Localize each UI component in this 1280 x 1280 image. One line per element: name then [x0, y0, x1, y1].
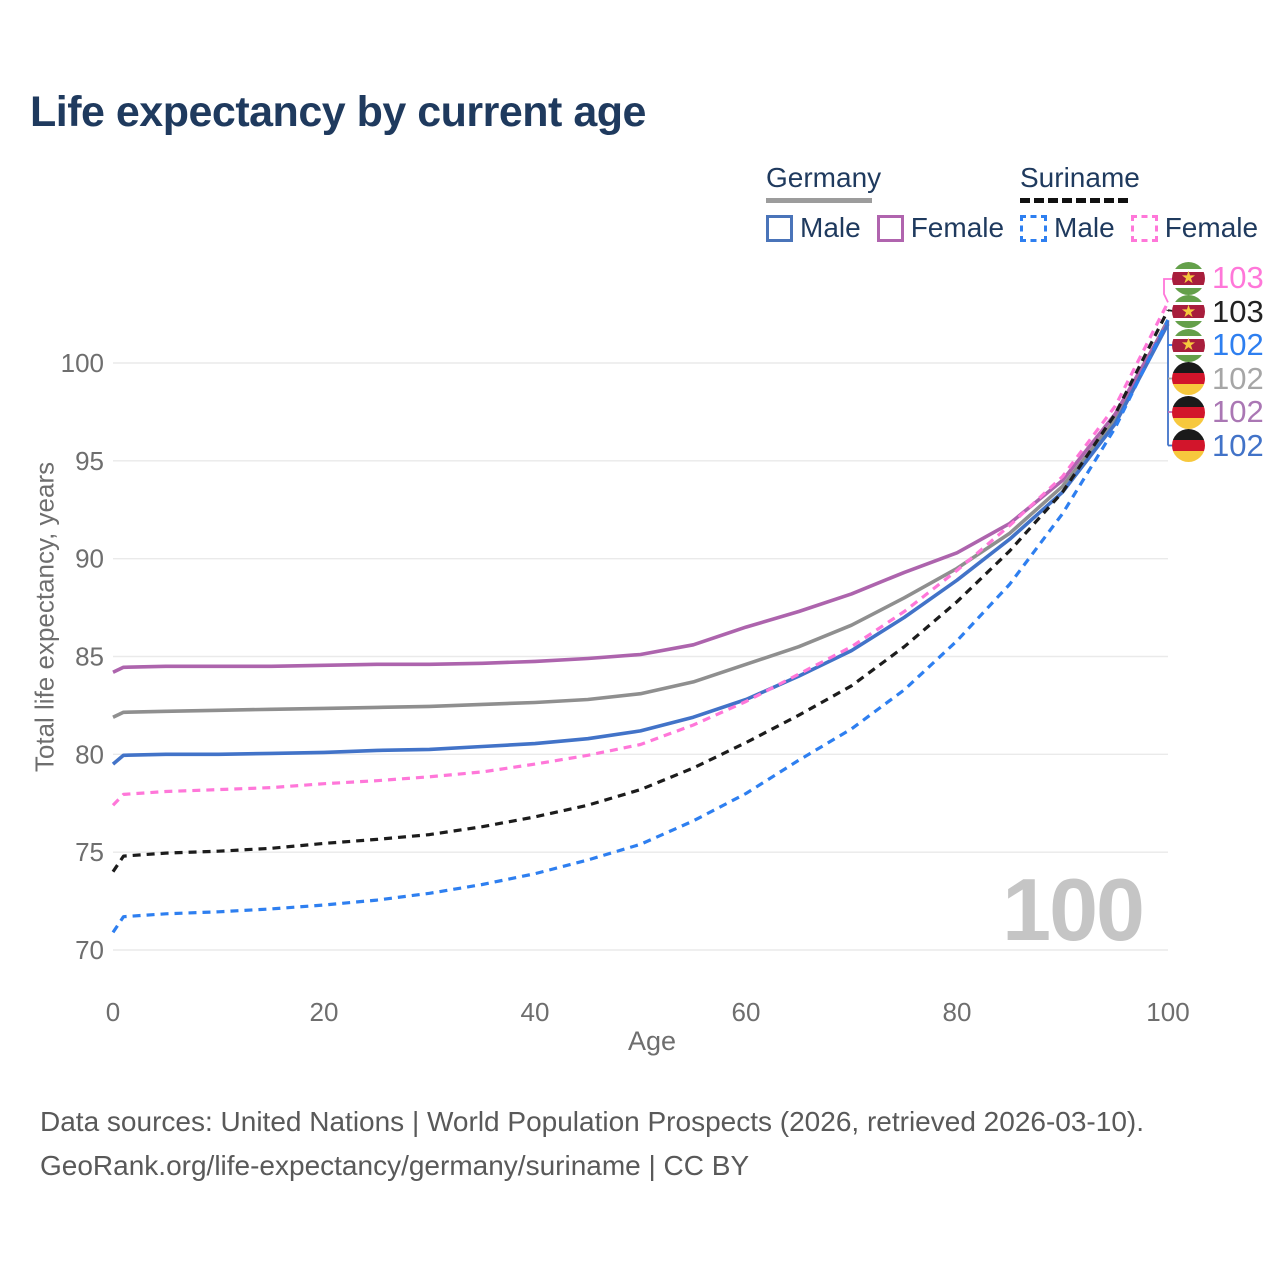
legend-suriname-header[interactable]: Suriname [1020, 162, 1140, 193]
watermark-max-age: 100 [1002, 860, 1145, 959]
legend-group-germany: Germany Male Female [766, 162, 1004, 244]
x-tick-label-40: 40 [521, 997, 550, 1027]
line-germany-female[interactable] [112, 321, 1170, 674]
suriname-flag-icon [1172, 328, 1205, 362]
x-tick-label-20: 20 [310, 997, 339, 1027]
germany-flag-icon [1172, 429, 1205, 462]
leader-suriname-female [1163, 278, 1176, 303]
x-tick-label-100: 100 [1146, 997, 1189, 1027]
footer-sources-line: Data sources: United Nations | World Pop… [40, 1106, 1145, 1137]
germany-female-swatch[interactable] [876, 214, 904, 242]
end-label-value: 102 [1212, 427, 1264, 463]
suriname-male-swatch[interactable] [1020, 214, 1047, 242]
footer: Data sources: United Nations | World Pop… [40, 1106, 1144, 1194]
end-label-value: 102 [1212, 327, 1264, 362]
suriname-female-swatch[interactable] [1130, 214, 1158, 242]
y-tick-label-85: 85 [75, 641, 104, 671]
y-tick-label-90: 90 [75, 544, 104, 574]
y-tick-label-95: 95 [75, 446, 104, 476]
germany-flag-icon [1172, 362, 1205, 395]
line-germany-male[interactable] [111, 323, 1170, 766]
germany-flag-icon [1172, 395, 1205, 429]
germany-female-label[interactable]: Female [910, 212, 1005, 243]
footer-url-line: GeoRank.org/life-expectancy/germany/suri… [40, 1150, 750, 1181]
germany-male-swatch[interactable] [766, 214, 793, 242]
x-tick-label-80: 80 [943, 997, 972, 1027]
page-title: Life expectancy by current age [30, 88, 646, 136]
y-tick-label-80: 80 [75, 739, 104, 769]
x-axis-title: Age [627, 1026, 677, 1056]
x-tick-label-0: 0 [106, 997, 120, 1027]
suriname-flag-icon [1172, 295, 1205, 328]
end-label-row: 103 [1172, 260, 1264, 295]
line-suriname-male[interactable] [111, 319, 1170, 934]
end-label-row: 102 [1172, 327, 1264, 362]
suriname-line-style-swatch [1020, 198, 1128, 203]
end-label-value: 102 [1212, 394, 1264, 429]
end-label-row: 102 [1172, 394, 1264, 429]
y-tick-label-70: 70 [75, 935, 104, 965]
suriname-female-label[interactable]: Female [1164, 212, 1259, 243]
line-suriname-female[interactable] [111, 301, 1170, 807]
x-tick-label-60: 60 [732, 997, 761, 1027]
y-tick-label-75: 75 [75, 837, 104, 867]
legend-germany-header[interactable]: Germany [766, 162, 882, 193]
legend-group-suriname: Suriname Male Female [1020, 162, 1258, 244]
line-germany-all[interactable] [112, 319, 1170, 719]
suriname-male-label[interactable]: Male [1054, 212, 1115, 243]
germany-male-label[interactable]: Male [800, 212, 861, 243]
germany-line-style-swatch [766, 198, 872, 203]
end-label-value: 103 [1212, 293, 1264, 329]
suriname-flag-icon [1172, 261, 1205, 295]
end-label-value: 102 [1212, 360, 1264, 396]
end-label-value: 103 [1212, 260, 1264, 295]
end-label-row: 102 [1172, 427, 1264, 463]
end-label-row: 103 [1172, 293, 1264, 329]
y-tick-label-100: 100 [61, 348, 104, 378]
line-suriname-all[interactable] [111, 309, 1170, 873]
end-label-row: 102 [1172, 360, 1264, 396]
